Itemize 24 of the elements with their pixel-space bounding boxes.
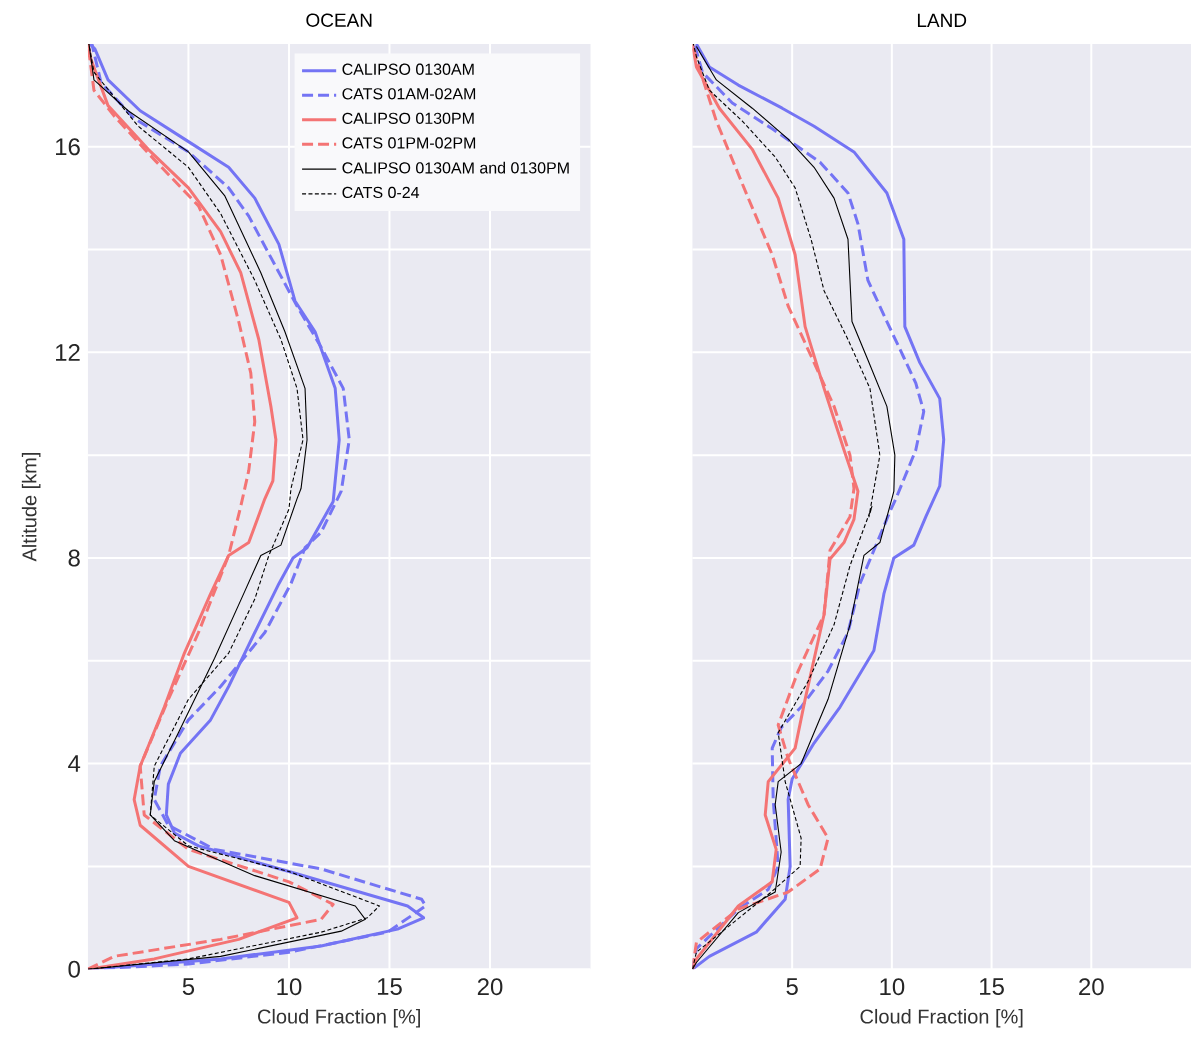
x-axis-title: Cloud Fraction [%]: [258, 1008, 420, 1028]
x-tick-label: 20: [1079, 978, 1104, 996]
legend-label: CALIPSO 0130AM: [342, 63, 474, 75]
x-tick-label: 15: [980, 978, 1004, 995]
x-tick-label: 15: [377, 978, 402, 995]
legend-label: CATS 0-24: [342, 186, 420, 199]
x-tick-label: 5: [182, 978, 195, 995]
legend-label: CATS 01AM-02AM: [342, 88, 476, 100]
x-axis-title: Cloud Fraction [%]: [860, 1008, 1023, 1028]
y-tick-label: 16: [56, 138, 80, 156]
x-tick-label: 10: [880, 978, 905, 996]
x-tick-label: 20: [477, 978, 503, 996]
x-tick-label: 10: [277, 978, 302, 996]
y-tick-label: 0: [68, 960, 80, 978]
legend-label: CALIPSO 0130PM: [342, 112, 474, 124]
y-tick-label: 12: [56, 343, 80, 361]
x-tick-label: 5: [786, 978, 798, 995]
legend-label: CALIPSO 0130AM and 0130PM: [342, 161, 569, 174]
y-axis-title: Altitude [km]: [21, 452, 41, 562]
y-tick-label: 8: [68, 549, 80, 567]
legend-label: CATS 01PM-02PM: [342, 137, 476, 149]
chart-title: LAND: [917, 13, 967, 27]
chart-title: OCEAN: [306, 13, 372, 27]
y-tick-label: 4: [68, 755, 81, 772]
